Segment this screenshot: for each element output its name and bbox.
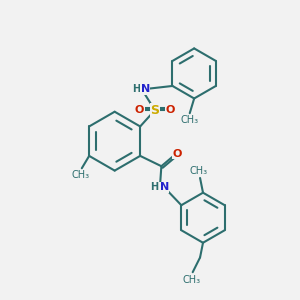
Text: O: O [135,105,144,115]
Text: CH₃: CH₃ [181,115,199,125]
Text: N: N [160,182,169,192]
Text: CH₃: CH₃ [190,167,208,176]
Text: N: N [140,84,150,94]
Text: S: S [150,104,159,117]
Text: H: H [150,182,158,192]
Text: O: O [166,105,175,115]
Text: CH₃: CH₃ [71,170,89,180]
Text: O: O [172,148,182,158]
Text: CH₃: CH₃ [182,274,200,284]
Text: H: H [132,84,140,94]
